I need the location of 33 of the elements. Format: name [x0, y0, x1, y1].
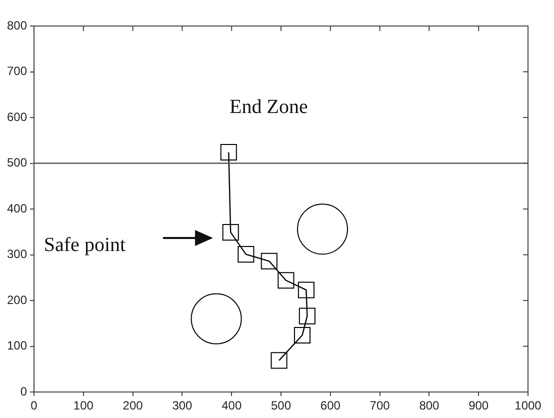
point: [298, 282, 314, 298]
x-tick-label: 1000: [514, 398, 542, 413]
y-tick-label: 500: [6, 156, 28, 170]
point: [260, 252, 278, 270]
x-tick-label: 100: [73, 398, 94, 413]
x-tick-label: 600: [320, 398, 341, 413]
point: [278, 272, 294, 289]
annotation: Safe point: [44, 234, 126, 256]
x-tick-label: 500: [270, 398, 292, 413]
point: [298, 308, 316, 324]
y-tick-label: 0: [20, 384, 28, 398]
y-tick-label: 100: [6, 338, 28, 353]
point: [294, 326, 311, 344]
x-tick-label: 800: [419, 398, 440, 413]
x-tick-label: 900: [468, 398, 489, 413]
point: [270, 352, 288, 369]
y-tick-label: 800: [6, 18, 28, 32]
y-tick-label: 200: [6, 292, 28, 307]
point: [238, 246, 254, 263]
x-tick-label: 200: [122, 398, 144, 413]
x-tick-label: 400: [222, 398, 242, 413]
x-tick-label: 700: [370, 398, 390, 413]
point: [220, 144, 237, 161]
y-tick-label: 700: [6, 64, 28, 78]
point: [297, 204, 348, 255]
point: [222, 224, 239, 241]
annotation: End Zone: [230, 96, 308, 118]
x-tick-label: 300: [172, 398, 193, 413]
y-tick-label: 600: [6, 110, 28, 124]
y-tick-label: 300: [6, 247, 28, 262]
point: [190, 293, 242, 344]
y-tick-label: 400: [6, 201, 28, 216]
x-tick-label: 0: [30, 398, 38, 413]
